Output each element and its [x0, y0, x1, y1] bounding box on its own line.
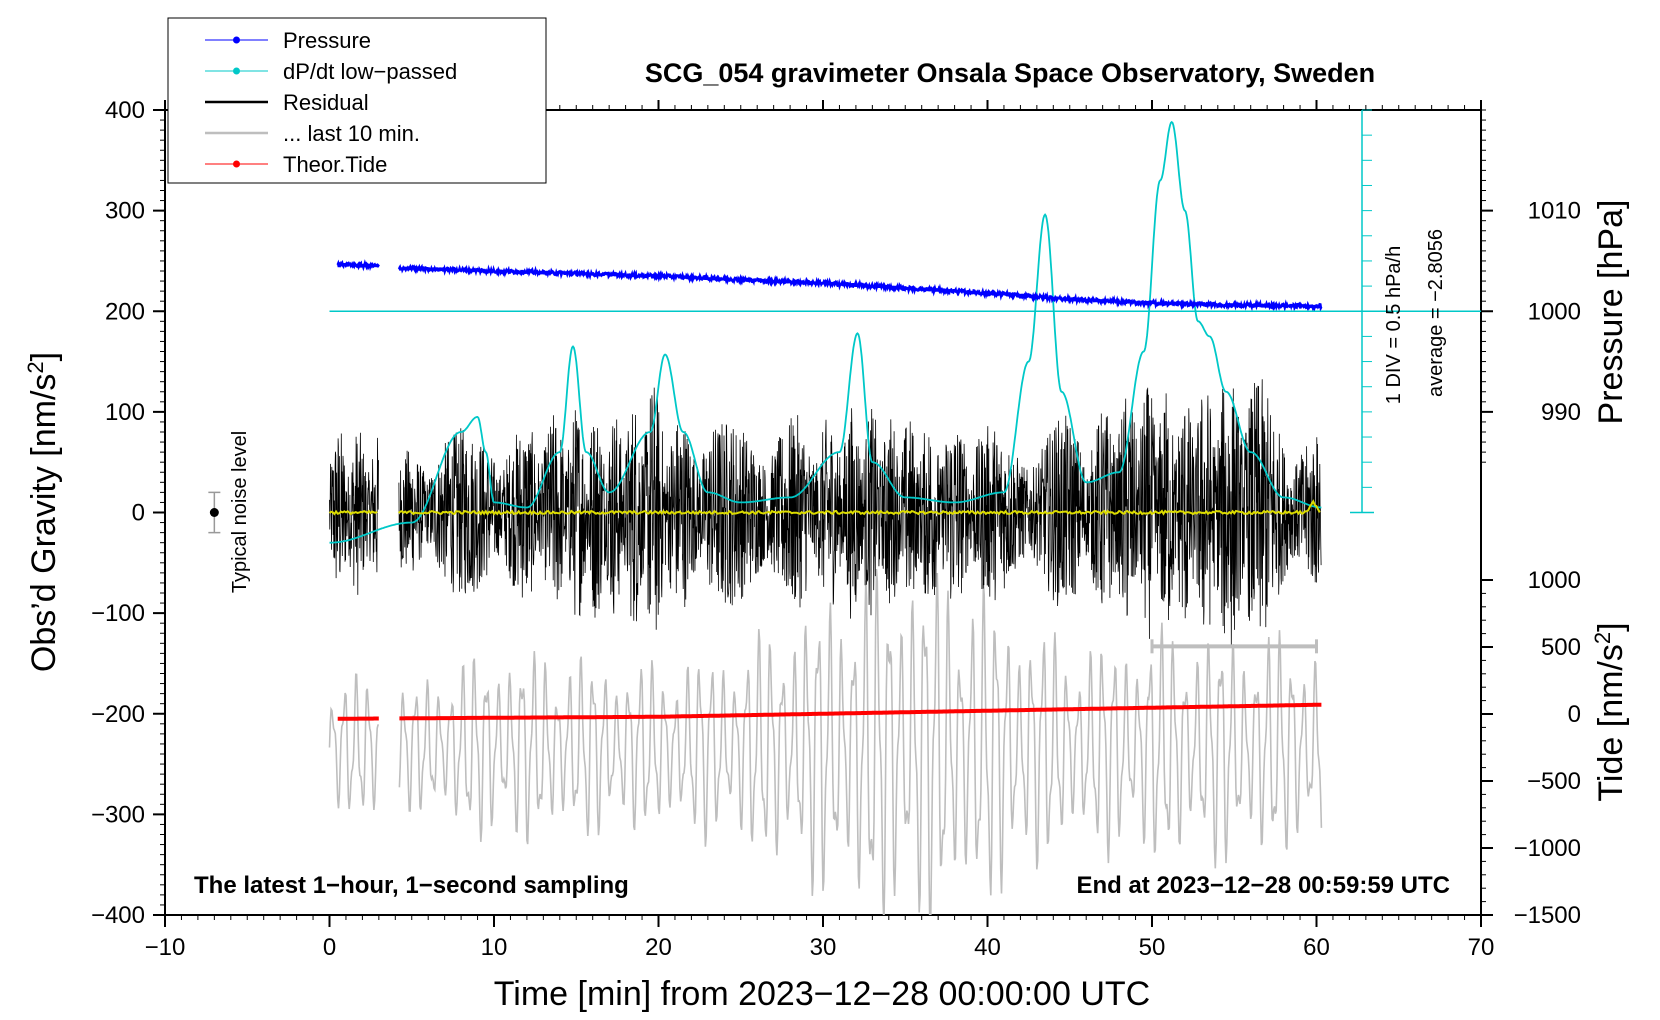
dpdt-lowpassed-series [329, 120, 1322, 544]
legend: Pressure dP/dt low−passed Residual ... last… [167, 17, 547, 184]
legend-box [167, 17, 547, 184]
legend-label: ... last 10 min. [283, 121, 420, 146]
x-tick-label: 40 [974, 934, 1001, 961]
y-tick-label: −100 [91, 600, 145, 627]
tide-tick-label: 1000 [1528, 567, 1581, 594]
legend-label: dP/dt low−passed [283, 59, 457, 84]
y-axis-title-tide-main: Tide [nm/s [1592, 644, 1630, 801]
theoretical-tide-series [337, 702, 1322, 721]
y-tick-label: 0 [132, 500, 145, 527]
noise-level-dot [209, 508, 219, 517]
pressure-tick-label: 1000 [1528, 298, 1581, 325]
y-axis-title-tide: Tide [nm/s2] [1590, 622, 1630, 801]
y-axis-title-left-close: ] [25, 352, 63, 361]
noise-level-label: Typical noise level [229, 431, 251, 593]
y-axis-title-left-main: Obs’d Gravity [nm/s [25, 374, 63, 673]
tide-tick-label: −500 [1527, 768, 1581, 795]
tide-tick-label: −1000 [1514, 835, 1581, 862]
y-axis-title-left: Obs’d Gravity [nm/s2] [23, 352, 63, 672]
note-end-time: End at 2023−12−28 00:59:59 UTC [1076, 872, 1450, 899]
x-tick-label: 20 [645, 934, 672, 961]
residual-mean-line [328, 499, 1321, 516]
x-tick-label: 60 [1303, 934, 1330, 961]
y-tick-label: −300 [91, 801, 145, 828]
y-axis-title-tide-sup: 2 [1590, 632, 1615, 644]
chart-title: SCG_054 gravimeter Onsala Space Observat… [645, 58, 1375, 88]
tide-tick-label: 500 [1541, 634, 1581, 661]
scale-label: 1 DIV = 0.5 hPa/h [1383, 246, 1405, 404]
last-10-min-series [328, 568, 1323, 915]
x-axis-title: Time [min] from 2023−12−28 00:00:00 UTC [494, 975, 1150, 1013]
x-tick-label: 30 [810, 934, 837, 961]
y-tick-label: 400 [105, 97, 145, 124]
legend-marker [233, 36, 240, 44]
data-layer [328, 120, 1481, 915]
pressure-tick-label: 990 [1541, 399, 1581, 426]
note-latest-hour: The latest 1−hour, 1−second sampling [194, 872, 629, 899]
pressure-tick-label: 1010 [1528, 198, 1581, 225]
legend-label: Theor.Tide [283, 152, 387, 177]
y-axis-title-left-sup: 2 [23, 361, 48, 373]
legend-label: Pressure [283, 28, 371, 53]
y-tick-label: 300 [105, 198, 145, 225]
axis-layer: −10 0 10 20 30 40 50 60 704003002001000−100−200−… [91, 97, 1581, 961]
x-tick-label: −10 [145, 934, 186, 961]
y-axis-title-pressure: Pressure [hPa] [1592, 200, 1630, 425]
x-tick-label: 0 [323, 934, 336, 961]
y-tick-label: 100 [105, 399, 145, 426]
pressure-series [336, 259, 1323, 313]
average-label: average = −2.8056 [1425, 229, 1447, 397]
x-tick-label: 50 [1139, 934, 1166, 961]
tide-tick-label: −1500 [1514, 902, 1581, 929]
tide-tick-label: 0 [1568, 701, 1581, 728]
x-tick-label: 70 [1468, 934, 1495, 961]
y-tick-label: −400 [91, 902, 145, 929]
y-tick-label: 200 [105, 298, 145, 325]
legend-marker [233, 160, 240, 168]
legend-marker [233, 67, 240, 75]
legend-label: Residual [283, 90, 369, 115]
y-axis-title-tide-close: ] [1592, 622, 1630, 631]
y-tick-label: −200 [91, 701, 145, 728]
x-tick-label: 10 [481, 934, 508, 961]
